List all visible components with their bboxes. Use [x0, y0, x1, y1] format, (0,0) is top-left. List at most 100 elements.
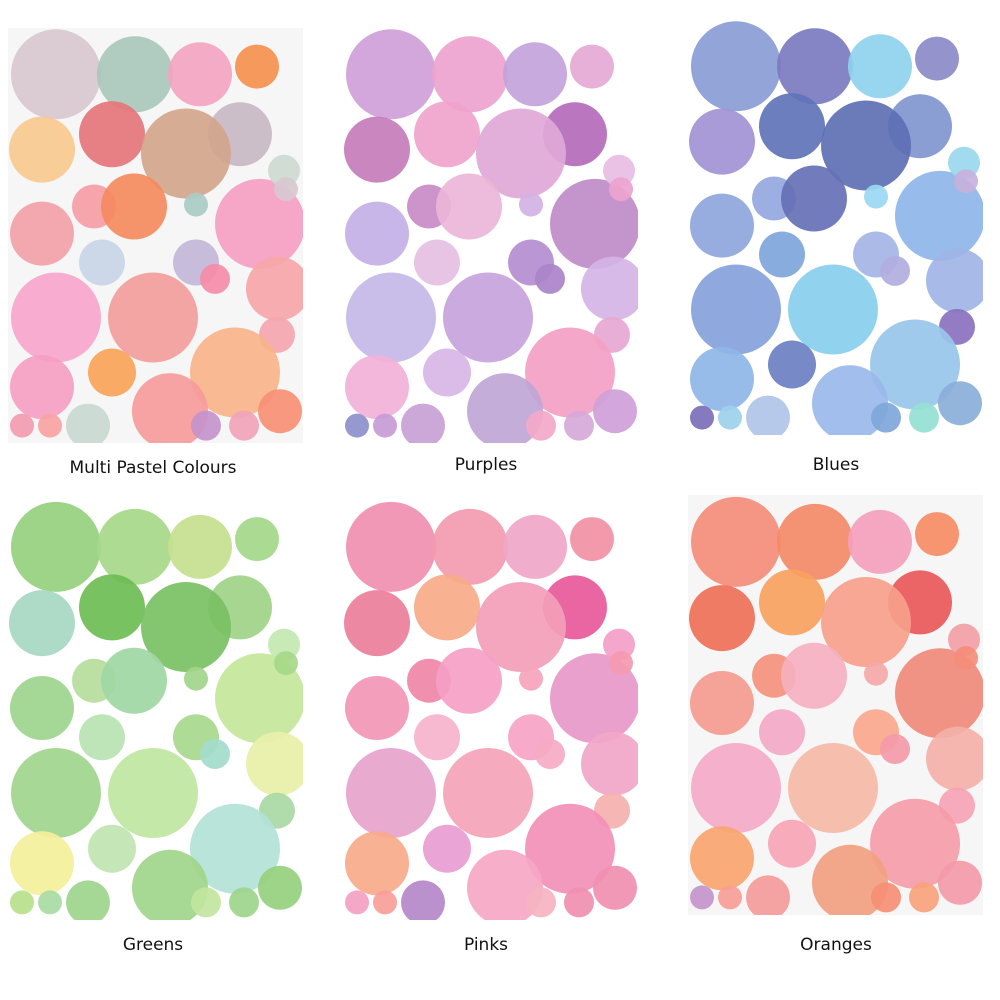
sticker-dot [432, 36, 508, 113]
sticker-dot [503, 42, 567, 107]
sticker-dot [864, 184, 888, 209]
sticker-dot [11, 29, 101, 120]
sticker-dot [346, 29, 436, 120]
sticker-dot [570, 44, 614, 89]
sticker-dot [274, 651, 298, 676]
sticker-dot [690, 885, 714, 910]
sticker-dot [467, 373, 543, 443]
sticker-dot [880, 734, 910, 764]
sticker-dot [246, 256, 303, 321]
sticker-dot [535, 263, 565, 294]
sticker-dot [759, 709, 805, 756]
sticker-dot [593, 865, 637, 910]
sticker-dot [535, 739, 565, 769]
sticker-dot [11, 748, 101, 838]
sticker-dot [10, 413, 34, 438]
dots-canvas [9, 501, 303, 920]
sticker-dot [564, 887, 594, 918]
sticker-dot [9, 116, 75, 183]
sticker-dot [691, 264, 781, 355]
sticker-dot [345, 676, 409, 740]
sticker-dot [915, 512, 959, 557]
sticker-dot [718, 885, 742, 910]
sticker-sheet-multi-pastel [8, 28, 303, 443]
sticker-dot [345, 413, 369, 438]
sticker-dot [746, 875, 790, 915]
sticker-dot [690, 347, 754, 411]
sticker-dot [550, 178, 638, 269]
sticker-dot [66, 403, 110, 443]
sticker-dot [432, 508, 508, 585]
sticker-dot [229, 410, 259, 441]
sticker-dot [414, 239, 460, 286]
sticker-dot [88, 348, 136, 397]
sticker-dot [938, 381, 982, 426]
sticker-dot [759, 569, 825, 636]
sticker-dot [870, 319, 960, 410]
sticker-dot [345, 890, 369, 915]
sticker-dot [215, 178, 303, 269]
sticker-dot [10, 890, 34, 915]
sticker-dot [414, 714, 460, 761]
sticker-dot [777, 503, 853, 580]
sticker-dot [108, 272, 198, 363]
sticker-dot [108, 748, 198, 838]
sticker-dot [788, 264, 878, 355]
sticker-dot [10, 831, 74, 896]
caption-pinks: Pinks [463, 935, 509, 955]
sticker-sheet-purples [343, 28, 638, 443]
caption-greens: Greens [122, 935, 184, 955]
dots-canvas [689, 496, 983, 915]
sticker-dot [526, 887, 556, 918]
sticker-dot [525, 803, 615, 894]
sticker-dot [345, 201, 409, 266]
sticker-dot [344, 590, 410, 657]
sticker-dot [871, 402, 901, 433]
sticker-dot [79, 574, 145, 641]
sticker-dot [345, 831, 409, 896]
sticker-dot [141, 582, 231, 672]
sticker-dot [200, 263, 230, 294]
sticker-dot [880, 255, 910, 286]
sticker-dot [519, 666, 543, 691]
sticker-dot [909, 882, 939, 913]
sticker-dot [746, 395, 790, 435]
sticker-dot [10, 201, 74, 266]
sticker-dot [423, 348, 471, 397]
caption-purples: Purples [454, 455, 518, 475]
sticker-dot [141, 108, 231, 199]
sticker-sheet-blues [688, 20, 983, 435]
sticker-dot [274, 177, 298, 202]
sticker-dot [79, 239, 125, 286]
sticker-dot [581, 731, 638, 796]
sticker-dot [759, 93, 825, 160]
sticker-dot [11, 501, 101, 592]
sticker-dot [132, 849, 208, 920]
sticker-dot [401, 880, 445, 920]
sticker-dot [443, 748, 533, 838]
sticker-dot [443, 272, 533, 363]
sticker-dot [690, 405, 714, 430]
sticker-dot [132, 373, 208, 443]
sticker-dot [564, 410, 594, 441]
sticker-dot [184, 666, 208, 691]
sticker-dot [97, 508, 173, 585]
sticker-dot [848, 34, 912, 99]
dots-canvas [344, 29, 638, 443]
caption-oranges: Oranges [800, 935, 872, 955]
sticker-dot [215, 653, 303, 744]
sticker-sheet-pinks [343, 500, 638, 920]
sticker-dot [691, 21, 781, 112]
sticker-dot [268, 154, 300, 187]
sticker-dot [101, 647, 167, 714]
sticker-dot [812, 844, 888, 915]
sticker-dot [689, 585, 755, 652]
sticker-dot [519, 192, 543, 217]
sticker-dot [718, 405, 742, 430]
sticker-dot [79, 714, 125, 761]
sticker-dot [609, 177, 633, 202]
sticker-dot [812, 365, 888, 435]
sticker-dot [525, 327, 615, 418]
sticker-dot [373, 413, 397, 438]
sticker-dot [821, 577, 911, 667]
